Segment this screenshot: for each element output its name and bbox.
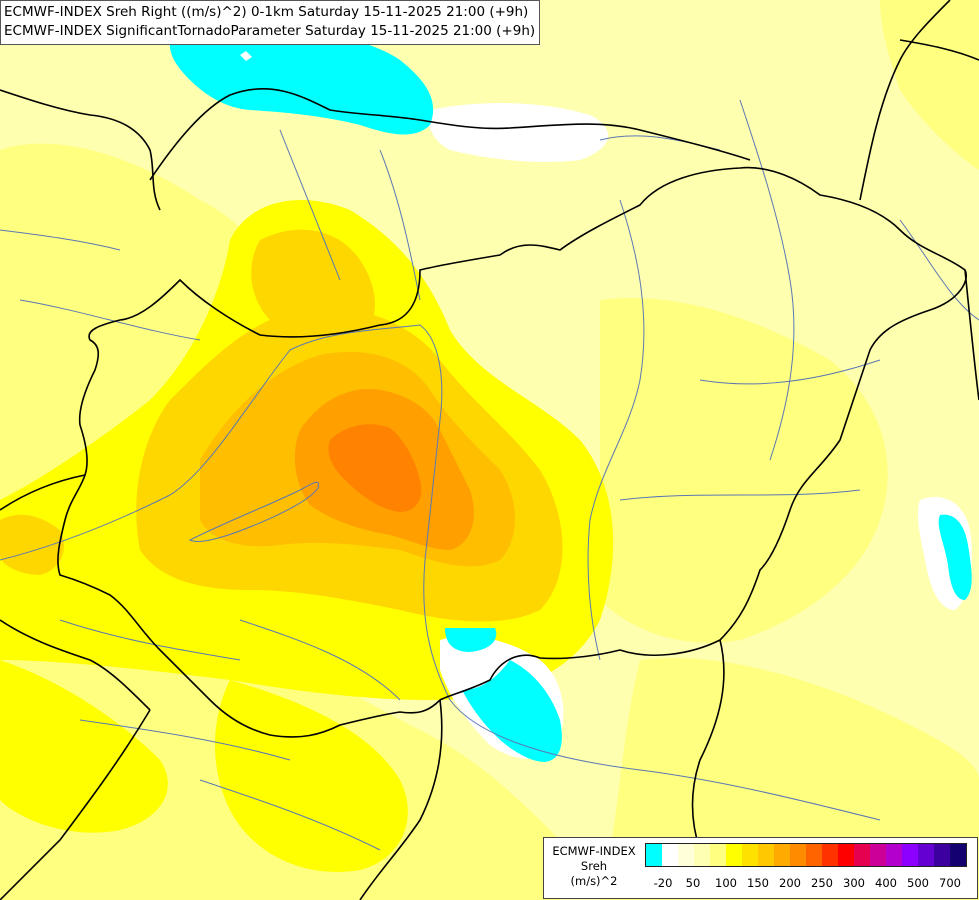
border-west-austria bbox=[0, 89, 161, 211]
legend-tick-label: 200 bbox=[779, 876, 801, 890]
field-yellow-southcenter bbox=[215, 680, 408, 872]
border-ukraine bbox=[859, 0, 951, 201]
legend-title-line-3: (m/s)^2 bbox=[570, 874, 618, 888]
border-east-romania bbox=[964, 269, 979, 401]
river-drava bbox=[59, 619, 241, 661]
legend-tick-label: 100 bbox=[715, 876, 737, 890]
legend-swatch bbox=[774, 844, 790, 866]
river-sava bbox=[79, 719, 291, 761]
legend-swatch bbox=[758, 844, 774, 866]
river-north-2 bbox=[279, 129, 341, 281]
legend-swatch bbox=[726, 844, 742, 866]
river-south-1 bbox=[239, 619, 401, 701]
color-legend: ECMWF-INDEX Sreh (m/s)^2 -20 50 100 150 200 2… bbox=[543, 837, 978, 899]
legend-swatch bbox=[790, 844, 806, 866]
border-romania-south bbox=[691, 639, 725, 851]
border-slovakia-north bbox=[149, 88, 751, 181]
field-gold-west-edge bbox=[0, 514, 64, 575]
legend-swatch bbox=[678, 844, 694, 866]
river-south-2 bbox=[199, 779, 381, 851]
legend-swatch bbox=[694, 844, 710, 866]
legend-swatch bbox=[902, 844, 918, 866]
field-lightyellow-northeast bbox=[880, 0, 979, 170]
legend-swatch bbox=[886, 844, 902, 866]
lake-balaton bbox=[188, 481, 319, 543]
header-line-1: ECMWF-INDEX Sreh Right ((m/s)^2) 0-1km S… bbox=[4, 4, 529, 20]
legend-swatch bbox=[646, 844, 662, 866]
field-gold-north bbox=[251, 229, 375, 344]
legend-swatch bbox=[710, 844, 726, 866]
border-south-bosnia bbox=[0, 709, 151, 900]
river-east-1 bbox=[739, 99, 795, 461]
legend-swatch bbox=[854, 844, 870, 866]
legend-swatch bbox=[918, 844, 934, 866]
field-cyan-south2 bbox=[462, 660, 562, 762]
field-yellow-southwest bbox=[0, 660, 168, 833]
legend-title-line-2: Sreh bbox=[580, 859, 608, 873]
field-deep-orange bbox=[328, 424, 422, 512]
legend-tick-label: 50 bbox=[685, 876, 701, 890]
border-south-serbia bbox=[359, 699, 443, 900]
border-northeast bbox=[899, 39, 979, 61]
legend-color-bar bbox=[645, 843, 967, 867]
header-line-2: ECMWF-INDEX SignificantTornadoParameter … bbox=[4, 23, 536, 39]
field-cyan-north bbox=[169, 18, 434, 135]
legend-swatch bbox=[838, 844, 854, 866]
legend-tick-label: -20 bbox=[653, 876, 673, 890]
legend-swatch bbox=[950, 844, 966, 866]
legend-title: ECMWF-INDEX Sreh (m/s)^2 bbox=[544, 844, 644, 889]
border-south-croatia bbox=[0, 619, 151, 711]
river-west-2 bbox=[19, 299, 201, 341]
river-east-3 bbox=[619, 489, 861, 501]
river-tisza bbox=[587, 199, 645, 661]
legend-title-line-1: ECMWF-INDEX bbox=[552, 844, 636, 858]
legend-tick-label: 500 bbox=[907, 876, 929, 890]
legend-tick-label: 400 bbox=[875, 876, 897, 890]
legend-swatch bbox=[742, 844, 758, 866]
legend-swatch bbox=[662, 844, 678, 866]
river-danube bbox=[0, 324, 881, 821]
field-lightyellow-east bbox=[600, 298, 888, 643]
field-cyan-north-small bbox=[240, 51, 252, 61]
map-header: ECMWF-INDEX Sreh Right ((m/s)^2) 0-1km S… bbox=[0, 0, 541, 45]
river-north-1 bbox=[379, 149, 421, 301]
legend-tick-label: 300 bbox=[843, 876, 865, 890]
legend-swatch bbox=[806, 844, 822, 866]
legend-swatch bbox=[934, 844, 950, 866]
legend-tick-label: 250 bbox=[811, 876, 833, 890]
legend-swatch bbox=[870, 844, 886, 866]
river-east-2 bbox=[699, 359, 881, 385]
field-cyan-south bbox=[445, 628, 497, 652]
field-white-north bbox=[428, 103, 609, 162]
legend-swatch bbox=[822, 844, 838, 866]
field-cyan-east bbox=[938, 514, 972, 600]
border-west-vertical bbox=[0, 474, 86, 511]
legend-ticks: -20 50 100 150 200 250 300 400 500 700 bbox=[645, 876, 975, 892]
legend-tick-label: 150 bbox=[747, 876, 769, 890]
legend-tick-label: 700 bbox=[939, 876, 961, 890]
river-west-1 bbox=[0, 229, 121, 251]
